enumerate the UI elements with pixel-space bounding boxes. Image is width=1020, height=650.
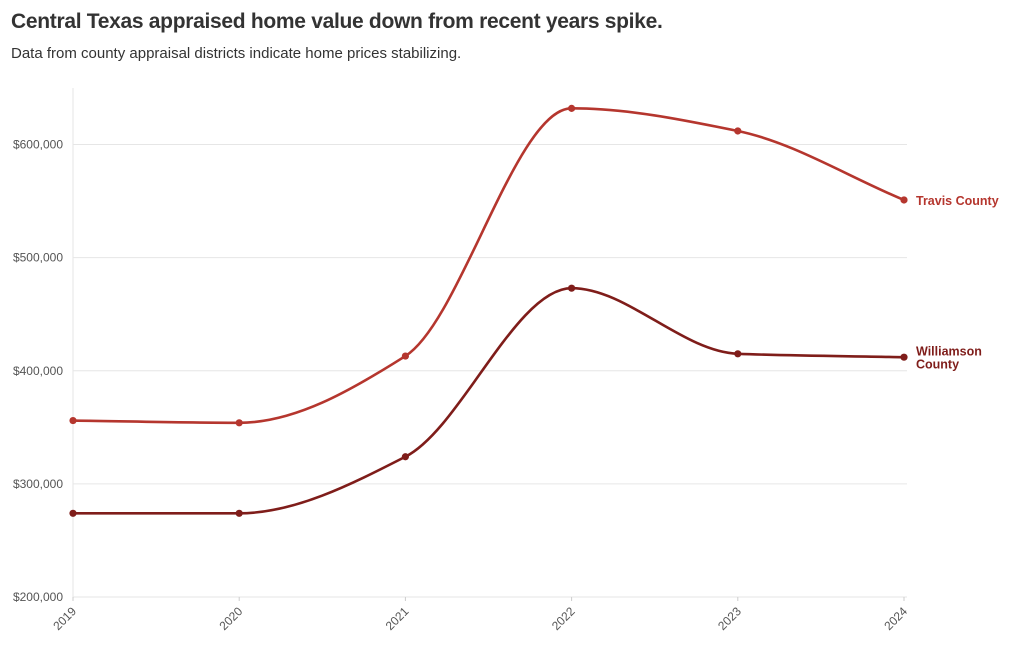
axes: $200,000 $300,000 $400,000 $500,000 $600,000… [13,88,910,633]
y-tick-label: $600,000 [13,138,63,152]
series-label-williamson-county: Williamson County [916,345,982,372]
y-tick-label: $500,000 [13,251,63,265]
series-line-williamson-county [71,286,906,515]
series-label-travis-county: Travis County [916,194,999,208]
x-tick-label: 2023 [715,604,744,633]
x-tick-label: 2022 [549,604,578,633]
data-point-williamson-county [69,509,77,517]
series-label-line: Travis County [916,194,999,208]
y-tick-label: $300,000 [13,477,63,491]
data-point-williamson-county [568,284,576,292]
data-points [69,104,908,517]
x-tick-label: 2020 [217,604,246,633]
data-point-travis-county [235,419,243,427]
series-label-line: Williamson [916,345,982,359]
series-label-line: County [916,358,959,372]
y-tick-label: $200,000 [13,590,63,604]
y-tick-label: $400,000 [13,364,63,378]
data-point-williamson-county [401,453,409,461]
x-tick-label: 2019 [50,604,79,633]
data-point-travis-county [568,104,576,112]
series-line-travis-county [71,107,906,425]
x-tick-label: 2024 [881,604,910,633]
x-tick-label: 2021 [383,604,412,633]
chart-subtitle: Data from county appraisal districts ind… [11,45,462,62]
data-point-williamson-county [734,350,742,358]
data-point-travis-county [69,416,77,425]
gridlines [73,144,907,598]
series-lines [71,107,906,515]
data-point-travis-county [401,352,409,360]
data-point-travis-county [900,196,908,204]
data-point-williamson-county [235,509,243,517]
data-point-williamson-county [900,353,908,361]
chart-title: Central Texas appraised home value down … [11,10,663,33]
series-labels: Travis County Williamson County [916,194,999,372]
data-point-travis-county [734,127,742,135]
